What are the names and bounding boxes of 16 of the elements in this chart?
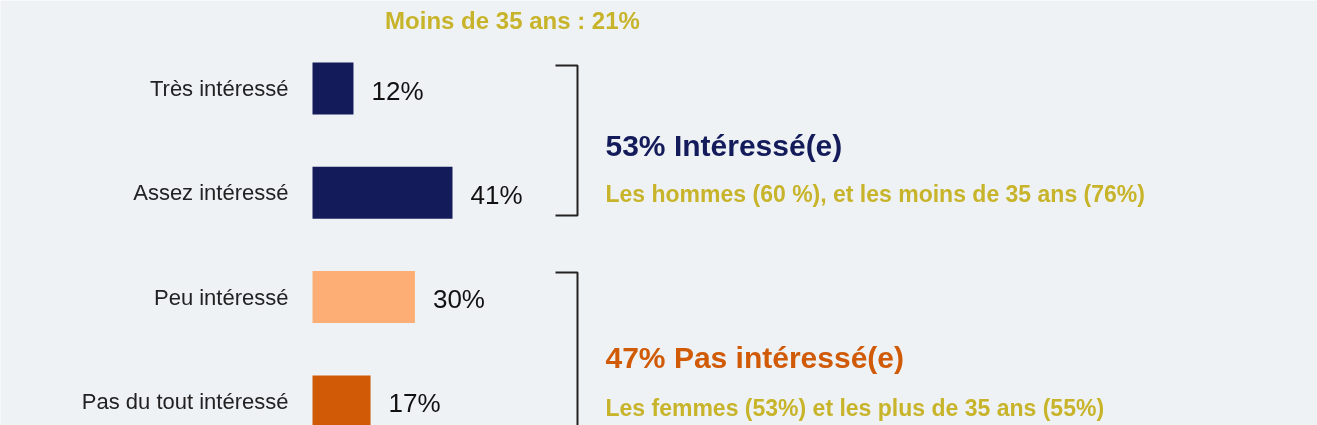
data-label: 30% [432,284,485,315]
bar [312,166,453,219]
y-tick-label: Peu intéressé [153,284,289,310]
text: Les femmes (53%) et les plus de 35 ans (55%) [605,394,1105,421]
text: Les hommes (60 %), et les moins de 35 ans (76%) [605,180,1145,207]
text: 53% Intéressé(e) [605,129,843,162]
data-label: 17% [388,388,441,419]
text: Moins de 35 ans : 21% [385,7,640,34]
bar [312,271,415,324]
data-label: 12% [371,75,424,106]
y-tick-label: Très intéressé [149,76,289,101]
text: 47% Pas intéressé(e) [605,341,905,374]
data-label: 41% [470,179,523,210]
y-tick-label: Assez intéressé [133,180,289,206]
bar [312,62,354,115]
y-tick-label: Pas du tout intéressé [81,388,289,414]
